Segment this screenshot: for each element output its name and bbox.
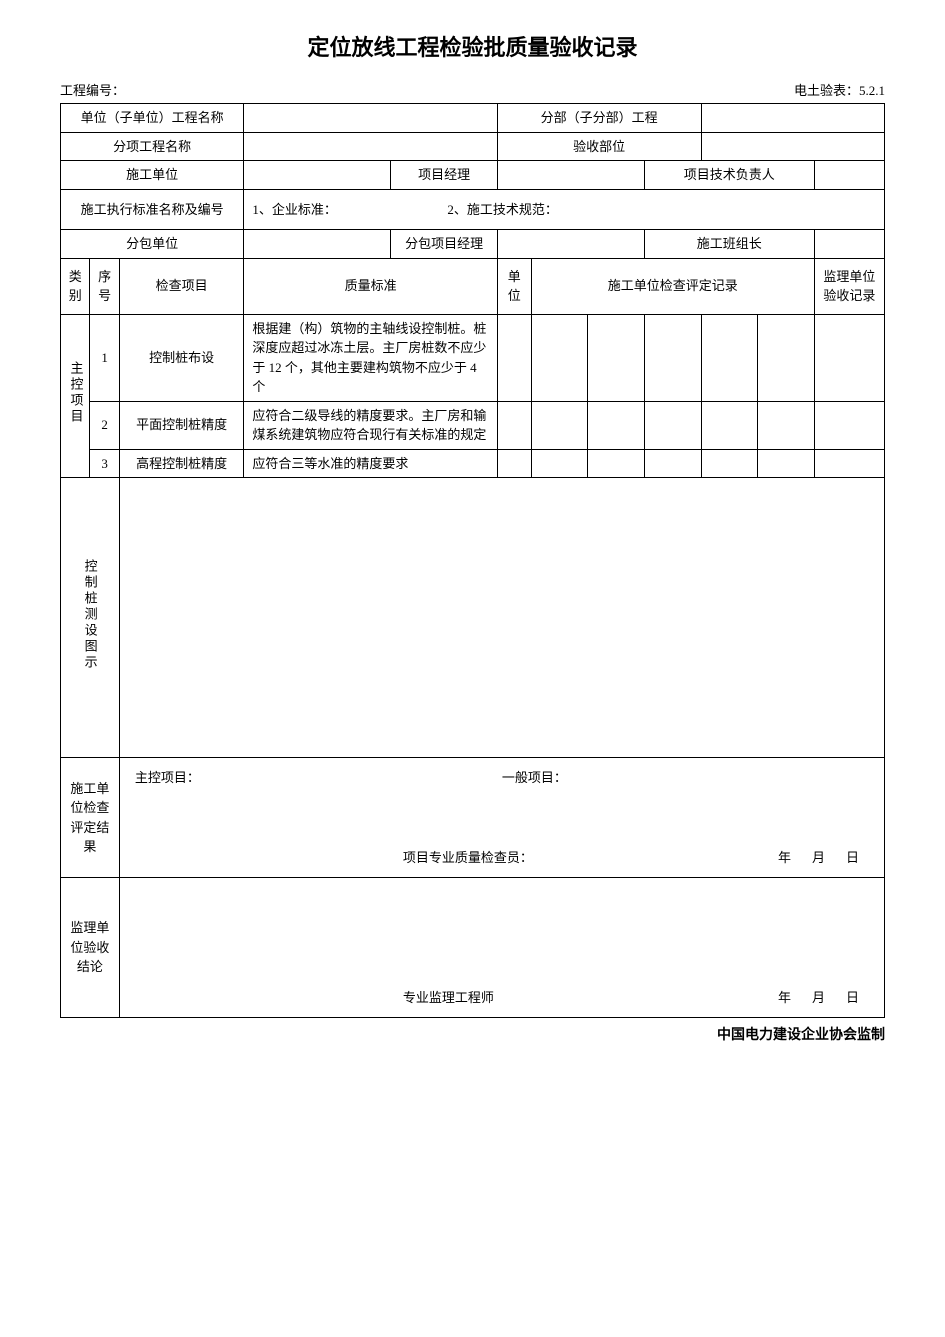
- item1-rec-2[interactable]: [588, 314, 645, 401]
- item1-rec-4[interactable]: [701, 314, 758, 401]
- item1-rec-3[interactable]: [644, 314, 701, 401]
- label-subdivision: 分部（子分部）工程: [497, 104, 701, 133]
- label-team-leader: 施工班组长: [644, 230, 814, 259]
- col-check-record: 施工单位检查评定记录: [531, 258, 814, 314]
- field-subdivision[interactable]: [701, 104, 884, 133]
- item2-rec-3[interactable]: [644, 401, 701, 449]
- field-subcontractor[interactable]: [244, 230, 391, 259]
- col-check-item: 检查项目: [119, 258, 243, 314]
- item2-std: 应符合二级导线的精度要求。主厂房和输煤系统建筑物应符合现行有关标准的规定: [244, 401, 498, 449]
- item3-unit[interactable]: [497, 449, 531, 478]
- form-code: 电土验表：5.2.1: [794, 80, 885, 99]
- diagram-area[interactable]: [119, 478, 884, 758]
- conclusion-content[interactable]: 专业监理工程师 年 月 日: [119, 878, 884, 1018]
- field-unit-project[interactable]: [244, 104, 498, 133]
- col-category: 类别: [61, 258, 90, 314]
- inspection-form-table: 单位（子单位）工程名称 分部（子分部）工程 分项工程名称 验收部位 施工单位 项…: [60, 103, 885, 1018]
- label-subitem: 分项工程名称: [61, 132, 244, 161]
- label-accept-part: 验收部位: [497, 132, 701, 161]
- page-title: 定位放线工程检验批质量验收记录: [60, 30, 885, 62]
- item3-rec-5[interactable]: [758, 449, 815, 478]
- category-main-control: 主控项目: [61, 314, 90, 478]
- item2-rec-5[interactable]: [758, 401, 815, 449]
- col-quality-std: 质量标准: [244, 258, 498, 314]
- item2-no: 2: [90, 401, 119, 449]
- item2-rec-2[interactable]: [588, 401, 645, 449]
- item3-no: 3: [90, 449, 119, 478]
- item2-sup[interactable]: [814, 401, 884, 449]
- result-general-label: 一般项目：: [502, 768, 869, 788]
- label-subcontractor: 分包单位: [61, 230, 244, 259]
- item1-name: 控制桩布设: [119, 314, 243, 401]
- item3-rec-3[interactable]: [644, 449, 701, 478]
- field-subitem[interactable]: [244, 132, 498, 161]
- item3-rec-2[interactable]: [588, 449, 645, 478]
- item3-sup[interactable]: [814, 449, 884, 478]
- conclusion-engineer-label: 专业监理工程师: [403, 988, 778, 1008]
- label-tech-lead: 项目技术负责人: [644, 161, 814, 190]
- field-contractor[interactable]: [244, 161, 391, 190]
- item2-unit[interactable]: [497, 401, 531, 449]
- item1-rec-1[interactable]: [531, 314, 588, 401]
- item1-no: 1: [90, 314, 119, 401]
- footer-text: 中国电力建设企业协会监制: [60, 1024, 885, 1044]
- diagram-label: 控制桩测设图示: [61, 478, 120, 758]
- field-accept-part[interactable]: [701, 132, 884, 161]
- result-checker-label: 项目专业质量检查员：: [403, 848, 778, 868]
- field-pm[interactable]: [497, 161, 644, 190]
- col-unit: 单位: [497, 258, 531, 314]
- label-exec-std: 施工执行标准名称及编号: [61, 189, 244, 230]
- item3-rec-4[interactable]: [701, 449, 758, 478]
- result-label: 施工单位检查评定结果: [61, 758, 120, 878]
- col-supervisor-record: 监理单位验收记录: [814, 258, 884, 314]
- item3-rec-1[interactable]: [531, 449, 588, 478]
- col-seq-no: 序号: [90, 258, 119, 314]
- project-number-label: 工程编号：: [60, 80, 125, 99]
- field-tech-lead[interactable]: [814, 161, 884, 190]
- conclusion-label: 监理单位验收结论: [61, 878, 120, 1018]
- item1-std: 根据建（构）筑物的主轴线设控制桩。桩深度应超过冰冻土层。主厂房桩数不应少于 12…: [244, 314, 498, 401]
- field-sub-pm[interactable]: [497, 230, 644, 259]
- item3-name: 高程控制桩精度: [119, 449, 243, 478]
- header-row: 工程编号： 电土验表：5.2.1: [60, 80, 885, 99]
- field-team-leader[interactable]: [814, 230, 884, 259]
- result-content[interactable]: 主控项目： 一般项目： 项目专业质量检查员： 年 月 日: [119, 758, 884, 878]
- result-main-label: 主控项目：: [135, 768, 502, 788]
- item1-sup[interactable]: [814, 314, 884, 401]
- item2-rec-4[interactable]: [701, 401, 758, 449]
- field-exec-std[interactable]: 1、企业标准： 2、施工技术规范：: [244, 189, 885, 230]
- label-contractor: 施工单位: [61, 161, 244, 190]
- item2-name: 平面控制桩精度: [119, 401, 243, 449]
- label-unit-project: 单位（子单位）工程名称: [61, 104, 244, 133]
- item2-rec-1[interactable]: [531, 401, 588, 449]
- item1-rec-5[interactable]: [758, 314, 815, 401]
- item3-std: 应符合三等水准的精度要求: [244, 449, 498, 478]
- label-pm: 项目经理: [391, 161, 497, 190]
- label-sub-pm: 分包项目经理: [391, 230, 497, 259]
- result-date: 年 月 日: [778, 848, 863, 868]
- item1-unit[interactable]: [497, 314, 531, 401]
- conclusion-date: 年 月 日: [778, 988, 863, 1008]
